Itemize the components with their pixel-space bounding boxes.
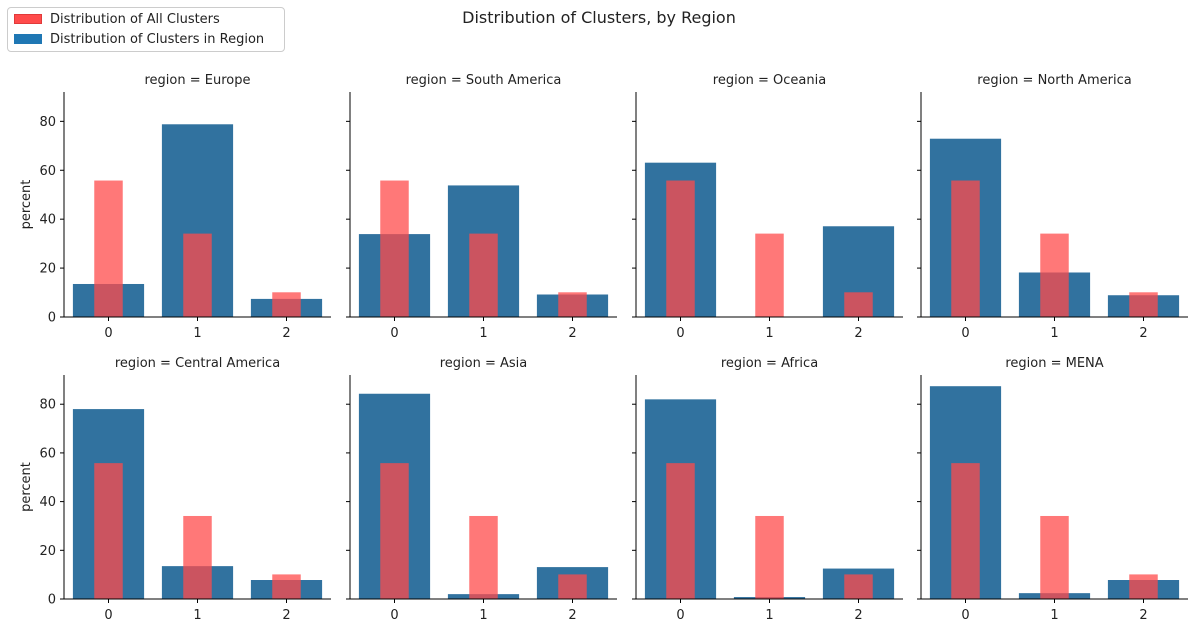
x-tick-label: 1 [1050, 608, 1058, 623]
legend-swatch-region-clusters [14, 34, 42, 44]
bar-all-cluster-0 [666, 463, 695, 599]
panel-asia: region = Asia 0 1 2 [346, 356, 617, 623]
x-tick-label: 0 [676, 608, 684, 623]
x-tick-label: 0 [390, 608, 398, 623]
legend: Distribution of All Clusters Distributio… [7, 7, 285, 52]
y-tick-label: 40 [39, 495, 56, 510]
bar-all-cluster-0 [951, 180, 980, 317]
bar-all-cluster-0 [951, 463, 980, 599]
legend-item-all-clusters: Distribution of All Clusters [14, 11, 220, 27]
bar-all-cluster-2 [1129, 574, 1158, 599]
x-tick-label: 0 [390, 326, 398, 341]
bar-all-cluster-0 [666, 180, 695, 317]
bar-all-cluster-0 [380, 463, 409, 599]
bar-all-cluster-0 [94, 180, 123, 317]
panel-title: region = South America [406, 73, 562, 88]
bar-all-cluster-1 [1040, 233, 1069, 317]
x-tick-label: 0 [104, 608, 112, 623]
panel-title: region = Asia [440, 356, 528, 371]
bar-all-cluster-2 [844, 292, 873, 317]
x-tick-label: 2 [568, 326, 576, 341]
y-tick-label: 0 [48, 311, 56, 326]
y-tick-label: 20 [39, 544, 56, 559]
x-tick-label: 0 [961, 608, 969, 623]
panel-north-america: region = North America 0 1 2 [917, 73, 1188, 341]
y-tick-label: 80 [39, 398, 56, 413]
y-axis-label: percent [19, 180, 34, 230]
bar-all-cluster-1 [1040, 515, 1069, 599]
bar-all-cluster-2 [1129, 292, 1158, 317]
y-axis-label: percent [19, 462, 34, 512]
bar-all-cluster-0 [94, 463, 123, 599]
panel-title: region = North America [977, 73, 1131, 88]
x-tick-label: 1 [479, 326, 487, 341]
y-tick-label: 0 [48, 593, 56, 608]
bar-all-cluster-1 [755, 233, 784, 317]
x-tick-label: 0 [104, 326, 112, 341]
x-tick-label: 1 [479, 608, 487, 623]
x-tick-label: 2 [1139, 326, 1147, 341]
x-tick-label: 2 [282, 326, 290, 341]
x-tick-label: 1 [193, 608, 201, 623]
bar-all-cluster-2 [272, 292, 301, 317]
bar-all-cluster-1 [469, 515, 498, 599]
legend-item-region-clusters: Distribution of Clusters in Region [14, 31, 264, 47]
legend-swatch-all-clusters [14, 14, 42, 24]
bar-all-cluster-2 [558, 574, 587, 599]
x-tick-label: 1 [193, 326, 201, 341]
bar-all-cluster-2 [844, 574, 873, 599]
x-tick-label: 0 [961, 326, 969, 341]
bar-all-cluster-2 [558, 292, 587, 317]
y-tick-label: 60 [39, 446, 56, 461]
x-tick-label: 2 [568, 608, 576, 623]
panel-title: region = Africa [721, 356, 818, 371]
y-tick-label: 20 [39, 262, 56, 277]
x-tick-label: 2 [854, 608, 862, 623]
x-tick-label: 1 [765, 608, 773, 623]
panel-title: region = Central America [115, 356, 280, 371]
panel-south-america: region = South America 0 1 2 [346, 73, 617, 341]
bar-all-cluster-1 [183, 233, 212, 317]
panel-central-america: region = Central America 0 20 40 60 80 0 1 2 perc… [19, 356, 331, 623]
x-tick-label: 2 [1139, 608, 1147, 623]
figure-title: Distribution of Clusters, by Region [462, 8, 736, 27]
legend-label-all-clusters: Distribution of All Clusters [50, 11, 220, 27]
x-tick-label: 0 [676, 326, 684, 341]
panel-mena: region = MENA 0 1 2 [917, 356, 1188, 623]
panel-europe: region = Europe 0 20 40 60 80 0 1 2 percent [19, 73, 331, 341]
x-tick-label: 2 [854, 326, 862, 341]
panel-title: region = MENA [1005, 356, 1103, 371]
bar-all-cluster-1 [755, 515, 784, 599]
panel-title: region = Europe [145, 73, 251, 88]
x-tick-label: 1 [765, 326, 773, 341]
bar-all-cluster-2 [272, 574, 301, 599]
panel-africa: region = Africa 0 1 2 [632, 356, 903, 623]
x-tick-label: 1 [1050, 326, 1058, 341]
panel-oceania: region = Oceania 0 1 2 [632, 73, 903, 341]
panel-title: region = Oceania [713, 73, 826, 88]
y-tick-label: 40 [39, 213, 56, 228]
x-tick-label: 2 [282, 608, 290, 623]
bar-all-cluster-0 [380, 180, 409, 317]
legend-label-region-clusters: Distribution of Clusters in Region [50, 31, 265, 47]
bar-all-cluster-1 [469, 233, 498, 317]
y-tick-label: 80 [39, 115, 56, 130]
y-tick-label: 60 [39, 164, 56, 179]
bar-all-cluster-1 [183, 515, 212, 599]
